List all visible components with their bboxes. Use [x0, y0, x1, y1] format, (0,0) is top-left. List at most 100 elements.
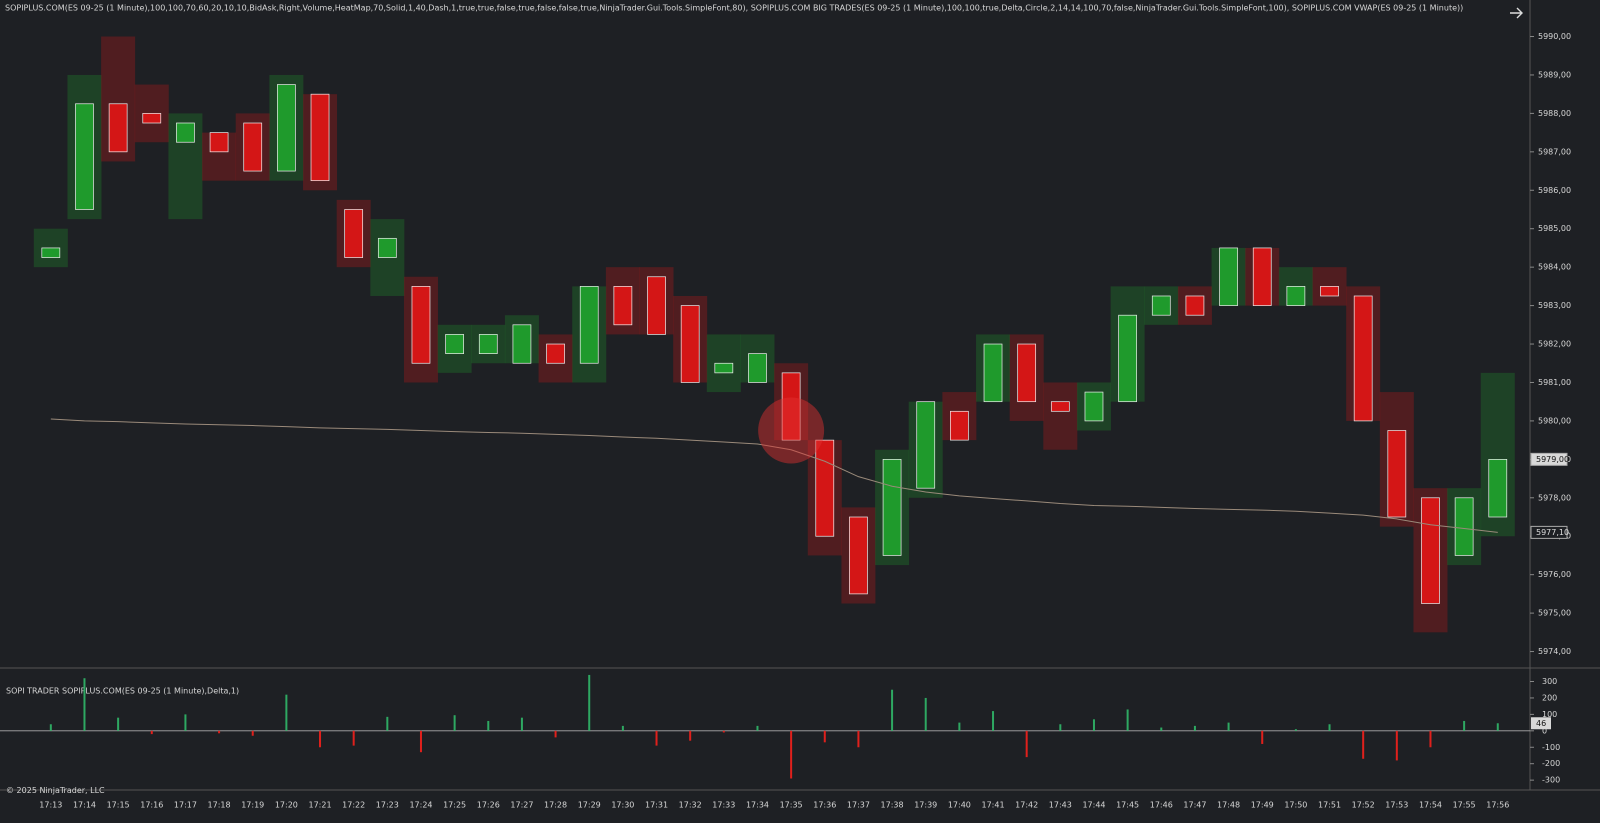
- delta-bar: [1059, 724, 1062, 731]
- delta-bar: [1025, 730, 1028, 758]
- candle-body: [950, 410, 969, 441]
- y-tick-label: -300: [1542, 776, 1560, 785]
- delta-bar: [520, 717, 523, 731]
- delta-bar: [184, 714, 187, 731]
- x-tick-label: 17:36: [813, 801, 836, 810]
- x-tick-label: 17:46: [1150, 801, 1173, 810]
- candle-body: [1320, 286, 1339, 297]
- delta-bar: [958, 722, 961, 731]
- y-tick-label: 5988,00: [1538, 109, 1571, 118]
- x-tick-label: 17:49: [1251, 801, 1274, 810]
- candle-body: [411, 286, 431, 364]
- delta-bar: [117, 717, 120, 731]
- y-tick-label: 5975,00: [1538, 609, 1571, 618]
- x-tick-label: 17:53: [1385, 801, 1408, 810]
- candle-body: [613, 286, 633, 326]
- candle-body: [1185, 295, 1205, 316]
- x-tick-label: 17:26: [477, 801, 500, 810]
- delta-bar: [857, 730, 860, 748]
- x-tick-label: 17:52: [1352, 801, 1375, 810]
- candle-body: [512, 324, 532, 364]
- delta-bar: [588, 674, 591, 731]
- y-tick-label: 5980,00: [1538, 416, 1571, 425]
- delta-bar: [1126, 709, 1129, 731]
- y-tick-label: 100: [1542, 710, 1557, 719]
- candle-body: [1353, 295, 1373, 422]
- x-tick-label: 17:42: [1015, 801, 1038, 810]
- y-tick-label: 5983,00: [1538, 301, 1571, 310]
- y-tick-label: 5976,00: [1538, 570, 1571, 579]
- delta-bar: [218, 730, 221, 734]
- delta-bar: [1193, 725, 1196, 731]
- y-tick-label: 5982,00: [1538, 340, 1571, 349]
- x-tick-label: 17:37: [847, 801, 870, 810]
- candle-body: [1118, 314, 1137, 403]
- y-tick-label: 5987,00: [1538, 147, 1571, 156]
- x-tick-label: 17:45: [1116, 801, 1139, 810]
- delta-bar: [1092, 719, 1095, 731]
- delta-marker: [1531, 717, 1551, 730]
- x-tick-label: 17:38: [881, 801, 904, 810]
- candle-body: [983, 343, 1003, 403]
- expand-icon[interactable]: [1510, 7, 1523, 19]
- candle-body: [647, 276, 666, 335]
- x-tick-label: 17:29: [578, 801, 601, 810]
- candle-body: [1151, 295, 1171, 316]
- candle-body: [882, 458, 902, 556]
- candle-body: [1454, 497, 1474, 556]
- candle-body: [176, 122, 195, 143]
- y-tick-label: 5984,00: [1538, 263, 1571, 272]
- delta-marker-label: 46: [1536, 719, 1546, 728]
- x-tick-label: 17:20: [275, 801, 298, 810]
- delta-bar: [419, 730, 422, 753]
- candle-body: [310, 93, 330, 182]
- x-tick-label: 17:33: [712, 801, 735, 810]
- candle-body: [277, 84, 296, 172]
- x-tick-label: 17:22: [342, 801, 365, 810]
- candle-body: [1050, 401, 1070, 412]
- delta-bar: [319, 730, 322, 748]
- candle-body: [1084, 391, 1104, 422]
- candle-body: [815, 439, 835, 537]
- y-tick-label: 5974,00: [1538, 647, 1571, 656]
- delta-bar: [924, 697, 927, 731]
- y-tick-label: 5985,00: [1538, 224, 1571, 233]
- delta-bar: [722, 730, 725, 733]
- x-tick-label: 17:18: [208, 801, 231, 810]
- delta-title: SOPI TRADER SOPIPLUS.COM(ES 09-25 (1 Min…: [6, 687, 239, 696]
- delta-bar: [655, 730, 658, 746]
- x-tick-label: 17:35: [780, 801, 803, 810]
- candle-body: [916, 401, 936, 489]
- x-tick-label: 17:50: [1284, 801, 1307, 810]
- delta-bar: [1496, 723, 1499, 731]
- delta-bar: [386, 716, 389, 731]
- x-tick-label: 17:54: [1419, 801, 1442, 810]
- x-tick-label: 17:44: [1082, 801, 1105, 810]
- price-marker-label: 5979,00: [1536, 455, 1569, 464]
- candle-body: [579, 286, 599, 364]
- x-tick-label: 17:34: [746, 801, 769, 810]
- y-tick-label: 5989,00: [1538, 70, 1571, 79]
- delta-bar: [285, 694, 288, 731]
- y-tick-label: 5981,00: [1538, 378, 1571, 387]
- delta-bar: [992, 711, 995, 731]
- candle-body: [478, 334, 498, 354]
- candle-body: [75, 103, 94, 210]
- y-tick-label: 200: [1542, 693, 1557, 702]
- x-tick-label: 17:55: [1453, 801, 1476, 810]
- candle-body: [1252, 247, 1272, 306]
- candle-body: [377, 237, 397, 258]
- delta-bar: [83, 678, 86, 731]
- x-tick-label: 17:43: [1049, 801, 1072, 810]
- footprint-range: [1043, 382, 1078, 450]
- candle-body: [748, 353, 767, 383]
- y-tick-label: 5990,00: [1538, 32, 1571, 41]
- candle-body: [108, 103, 128, 153]
- x-tick-label: 17:15: [107, 801, 130, 810]
- x-tick-label: 17:41: [981, 801, 1004, 810]
- delta-bar: [352, 730, 355, 746]
- delta-bar: [1463, 720, 1466, 731]
- x-tick-label: 17:48: [1217, 801, 1240, 810]
- candle-body: [781, 372, 801, 441]
